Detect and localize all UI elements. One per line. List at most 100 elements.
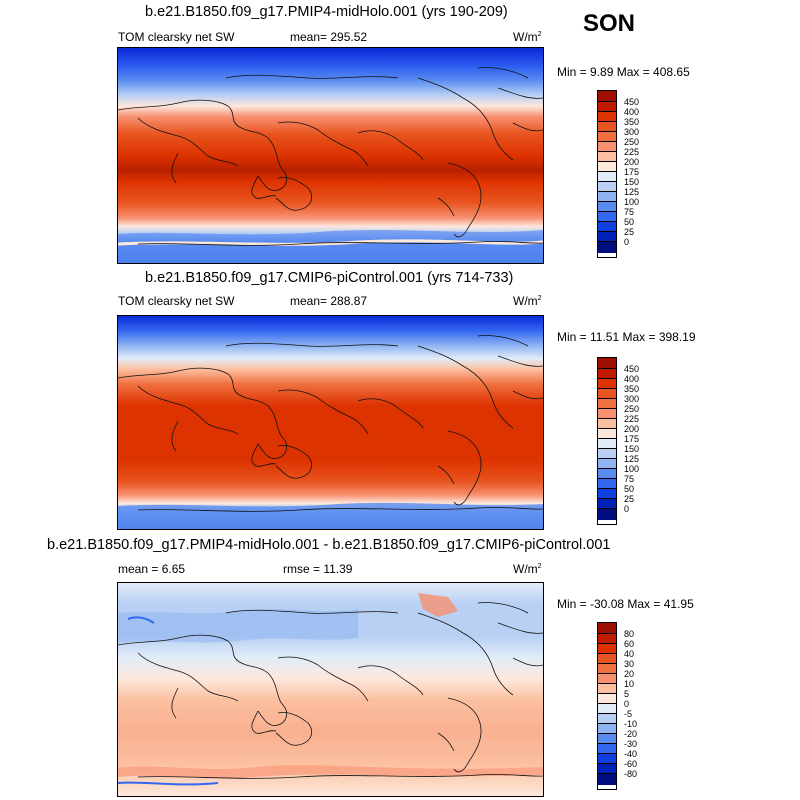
colorbar-swatch [598,489,616,499]
mean-label: mean= 295.52 [290,30,368,44]
colorbar-tick: 5 [624,689,630,699]
colorbar-swatch [598,654,616,664]
colorbar-tick: 150 [624,177,640,187]
mean-label: mean = 6.65 [118,562,186,576]
colorbar-tick: 225 [624,147,640,157]
colorbar-tick: 25 [624,494,635,504]
colorbar-tick: 60 [624,639,635,649]
colorbar-swatch [598,664,616,674]
units-label: W/m2 [513,30,542,44]
colorbar-tick: 40 [624,649,635,659]
colorbar-swatch [598,724,616,734]
colorbar-tick: 20 [624,669,635,679]
colorbar-tick: 350 [624,117,640,127]
colorbar-swatch [598,172,616,182]
colorbar-swatch [598,182,616,192]
colorbar-swatch [598,112,616,122]
coastlines [118,335,543,512]
colorbar-tick: 10 [624,679,635,689]
colorbar-tick: 30 [624,659,635,669]
colorbar-swatch [598,429,616,439]
colorbar-tick: 400 [624,374,640,384]
colorbar-swatch [598,714,616,724]
colorbar-tick: -60 [624,759,638,769]
colorbar-swatch [598,102,616,112]
colorbar-swatch [598,152,616,162]
units-label: W/m2 [513,562,542,576]
colorbar-tick: 150 [624,444,640,454]
colorbar-tick: 75 [624,474,635,484]
colorbar-tick: 100 [624,197,640,207]
colorbar-tick: 125 [624,454,640,464]
season-label: SON [583,10,636,37]
colorbar [597,357,617,525]
colorbar-tick: 0 [624,699,630,709]
colorbar-swatch [598,674,616,684]
colorbar-tick: -80 [624,769,638,779]
min-max-label: Min = -30.08 Max = 41.95 [557,597,694,611]
colorbar-swatch [598,449,616,459]
colorbar-swatch [598,694,616,704]
colorbar-swatch [598,409,616,419]
colorbar-tick: 125 [624,187,640,197]
panel-title: b.e21.B1850.f09_g17.PMIP4-midHolo.001 (y… [145,4,508,20]
colorbar-tick: -10 [624,719,638,729]
map-plot [117,47,544,264]
rmse-label: rmse = 11.39 [283,562,353,576]
colorbar-tick: 200 [624,424,640,434]
colorbar-swatch [598,142,616,152]
colorbar-swatch [598,162,616,172]
colorbar-swatch [598,499,616,509]
colorbar-swatch [598,744,616,754]
colorbar-tick: -40 [624,749,638,759]
colorbar-tick: 80 [624,629,635,639]
colorbar-swatch [598,419,616,429]
colorbar-tick: 225 [624,414,640,424]
colorbar-swatch [598,122,616,132]
colorbar-tick: 300 [624,127,640,137]
colorbar-tick: 0 [624,237,630,247]
colorbar-swatch [598,684,616,694]
colorbar-swatch [598,212,616,222]
map-field [118,583,543,796]
colorbar-tick: 450 [624,364,640,374]
colorbar-tick: 175 [624,434,640,444]
units-label: W/m2 [513,294,542,308]
colorbar-swatch [598,192,616,202]
colorbar-swatch [598,754,616,764]
colorbar-swatch [598,479,616,489]
colorbar-tick: -30 [624,739,638,749]
colorbar-swatch [598,459,616,469]
colorbar [597,622,617,790]
colorbar-swatch [598,644,616,654]
colorbar-swatch [598,132,616,142]
variable-label: TOM clearsky net SW [118,30,235,44]
colorbar-swatch [598,389,616,399]
coastlines [118,602,543,779]
colorbar-tick: -20 [624,729,638,739]
colorbar-tick: 350 [624,384,640,394]
colorbar-tick: 450 [624,97,640,107]
colorbar-swatch [598,358,616,369]
colorbar-tick: 75 [624,207,635,217]
colorbar-swatch [598,379,616,389]
mean-label: mean= 288.87 [290,294,368,308]
colorbar-tick: 50 [624,484,635,494]
colorbar-swatch [598,439,616,449]
colorbar-tick: 100 [624,464,640,474]
colorbar-swatch [598,469,616,479]
colorbar-tick: 250 [624,404,640,414]
colorbar-tick: 400 [624,107,640,117]
min-max-label: Min = 11.51 Max = 398.19 [557,330,696,344]
colorbar-swatch [598,399,616,409]
colorbar [597,90,617,258]
variable-label: TOM clearsky net SW [118,294,235,308]
map-plot [117,582,544,797]
map-plot [117,315,544,530]
colorbar-swatch [598,222,616,232]
colorbar-swatch [598,774,616,785]
colorbar-swatch [598,91,616,102]
colorbar-swatch [598,634,616,644]
colorbar-swatch [598,369,616,379]
min-max-label: Min = 9.89 Max = 408.65 [557,65,690,79]
